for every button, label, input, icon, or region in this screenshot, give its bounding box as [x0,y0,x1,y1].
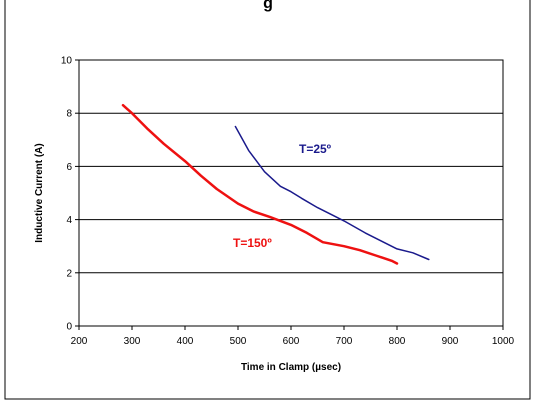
x-tick-labels: 200 300 400 500 600 700 800 900 1000 [71,336,515,347]
y-tick-label-6: 6 [66,162,72,173]
y-axis-title: Inductive Current (A) [34,143,45,242]
x-tick-label-400: 400 [177,336,194,347]
y-tick-label-2: 2 [66,268,72,279]
x-tick-label-500: 500 [230,336,247,347]
grid [79,112,503,274]
series-label-t25: T=25º [299,142,332,156]
series-line-t150 [121,103,399,265]
series-lines [121,103,430,265]
plot-area [78,59,504,327]
outer-border [4,0,531,400]
y-tick-label-10: 10 [61,56,73,67]
y-tick-label-8: 8 [66,109,72,120]
y-tick-label-4: 4 [66,215,72,226]
x-tick-label-600: 600 [283,336,300,347]
series-line-t25 [234,125,430,261]
y-tick-label-0: 0 [66,322,72,333]
x-axis-title: Time in Clamp (µsec) [241,362,341,373]
x-tick-label-700: 700 [336,336,353,347]
x-tick-label-800: 800 [389,336,406,347]
series-label-t150: T=150º [233,236,272,250]
tick-marks [75,59,504,330]
title-fragment: g [263,0,273,12]
x-tick-label-200: 200 [71,336,88,347]
x-tick-label-900: 900 [442,336,459,347]
x-tick-label-300: 300 [124,336,141,347]
x-tick-label-1000: 1000 [492,336,515,347]
y-tick-labels: 0 2 4 6 8 10 [61,56,73,333]
